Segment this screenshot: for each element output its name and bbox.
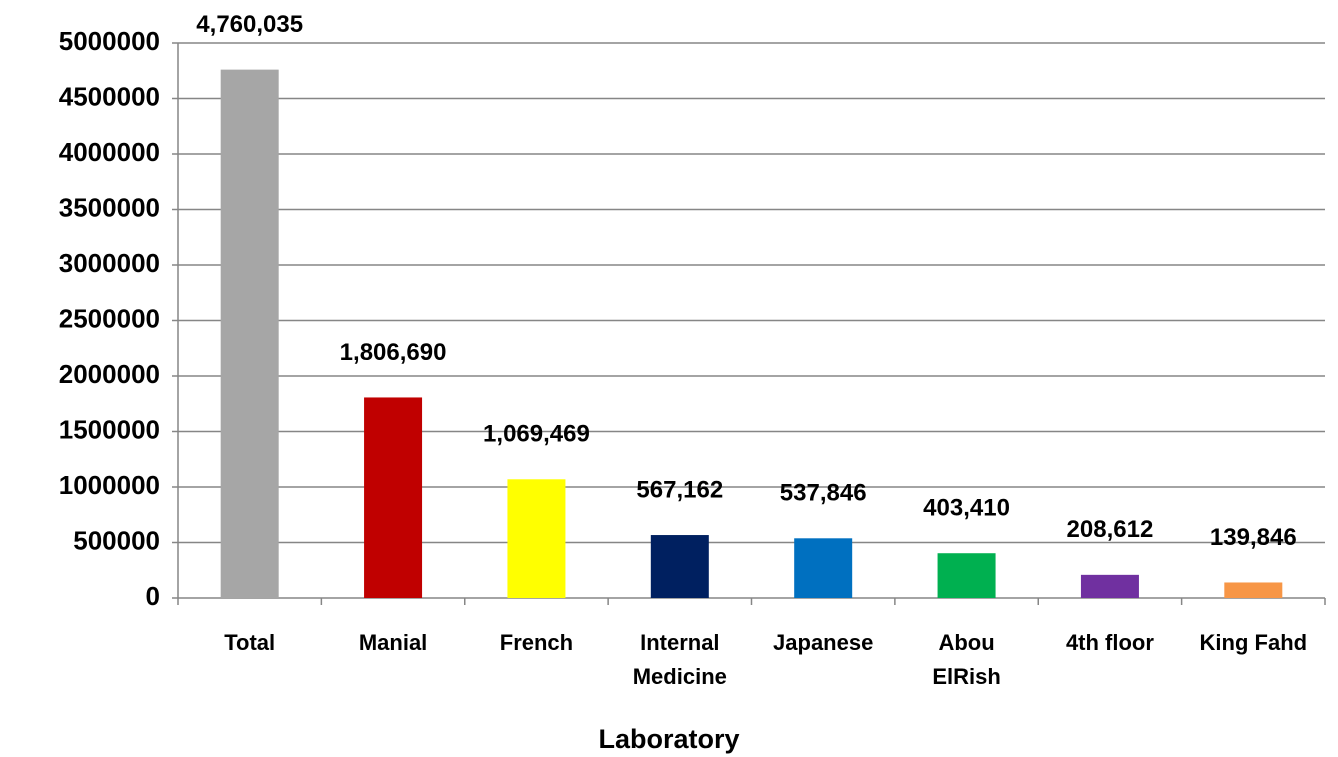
bar	[794, 538, 853, 598]
bar	[1080, 574, 1139, 598]
data-label: 1,069,469	[483, 421, 590, 448]
y-tick-label: 2500000	[59, 303, 160, 333]
data-label: 1,806,690	[340, 339, 447, 366]
y-tick-label: 1000000	[59, 470, 160, 500]
y-tick-label: 500000	[73, 525, 160, 555]
x-tick-label: 4th floor	[1065, 630, 1154, 655]
bar	[220, 69, 279, 599]
y-tick-label: 4000000	[59, 137, 160, 167]
data-label: 403,410	[923, 495, 1010, 522]
x-tick-label: Internal Medicine	[632, 630, 727, 689]
y-tick-label: 0	[146, 581, 160, 611]
y-tick-label: 1500000	[59, 414, 160, 444]
y-tick-label: 3000000	[59, 248, 160, 278]
y-tick-label: 2000000	[59, 359, 160, 389]
y-tick-label: 4500000	[59, 81, 160, 111]
bar	[507, 479, 566, 598]
x-tick-label: King Fahd	[1199, 630, 1308, 655]
x-axis-title: Laboratory	[598, 724, 740, 754]
data-label: 139,846	[1210, 524, 1297, 551]
data-label: 567,162	[636, 476, 723, 503]
x-tick-label: Abou ElRish	[932, 630, 1001, 689]
y-tick-label: 5000000	[59, 26, 160, 56]
bar	[1224, 582, 1283, 598]
x-tick-label: Manial	[358, 630, 428, 655]
bar	[650, 535, 709, 598]
bar	[937, 553, 996, 598]
data-label: 4,760,035	[196, 11, 303, 38]
data-label: 208,612	[1067, 516, 1154, 543]
data-label: 537,846	[780, 480, 867, 507]
x-tick-label: Japanese	[773, 630, 874, 655]
y-tick-label: 3500000	[59, 192, 160, 222]
bar	[364, 397, 423, 598]
x-tick-label: Total	[224, 630, 276, 655]
x-tick-label: French	[499, 630, 574, 655]
